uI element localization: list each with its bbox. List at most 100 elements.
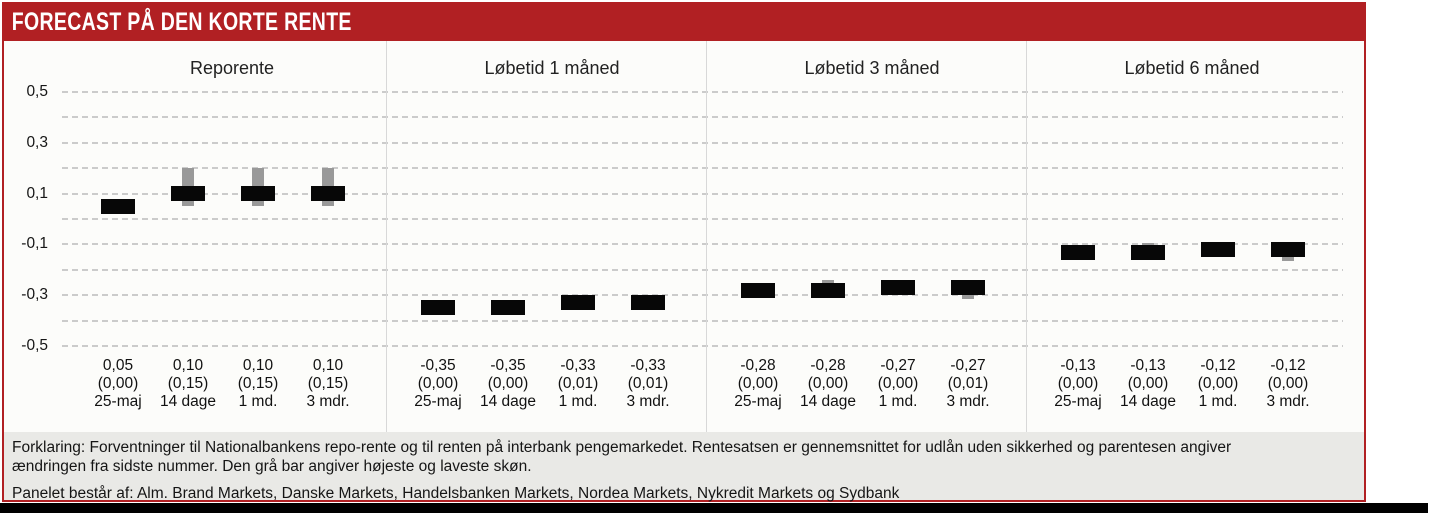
panel-title: Reporente <box>189 58 275 78</box>
bar-label-group: -0,28 (0,00) 25-maj <box>734 357 781 411</box>
bar-change-label: (0,15) <box>237 375 279 392</box>
bar-period-label: 14 dage <box>1119 393 1177 410</box>
gridline <box>62 218 1343 220</box>
gridline <box>62 116 1343 119</box>
forecast-mean-bar <box>421 300 455 316</box>
bar-value-label: 0,10 <box>172 357 204 374</box>
bar-period-label: 14 dage <box>799 393 857 410</box>
bar-period-label: 3 mdr. <box>946 393 990 410</box>
y-axis-tick: 0,3 <box>26 134 48 151</box>
bar-period-label: 1 md. <box>238 393 278 410</box>
forecast-mean-bar <box>171 186 205 202</box>
y-axis-tick: -0,3 <box>21 286 48 303</box>
forecast-mean-bar <box>1201 241 1235 257</box>
bar-change-label: (0,00) <box>1127 375 1169 392</box>
gridline <box>62 294 1343 297</box>
bar-period-label: 25-maj <box>734 393 782 410</box>
forecast-mean-bar <box>101 198 135 214</box>
forecast-mean-bar <box>1061 244 1095 260</box>
forecast-mean-bar <box>1271 241 1305 257</box>
figure-footnote: Forklaring: Forventninger til Nationalba… <box>4 432 1364 502</box>
bottom-black-bar <box>0 503 1428 513</box>
bar-period-label: 1 md. <box>1198 393 1238 410</box>
bar-period-label: 25-maj <box>1054 393 1102 410</box>
footnote-explanation-line-1: Forklaring: Forventninger til Nationalba… <box>12 439 1232 456</box>
bar-value-label: -0,33 <box>560 357 596 374</box>
gridline <box>62 345 1343 347</box>
bar-value-label: -0,33 <box>630 357 666 374</box>
bar-label-group: -0,33 (0,01) 1 md. <box>558 357 599 411</box>
bar-period-label: 14 dage <box>159 393 217 410</box>
bar-change-label: (0,00) <box>1057 375 1099 392</box>
bar-label-group: -0,35 (0,00) 25-maj <box>414 357 461 411</box>
bar-period-label: 3 mdr. <box>306 393 350 410</box>
bar-value-label: -0,28 <box>740 357 776 374</box>
bar-label-group: -0,13 (0,00) 14 dage <box>1120 357 1176 411</box>
bar-value-label: 0,05 <box>102 357 134 374</box>
gridline <box>62 141 1343 144</box>
forecast-mean-bar <box>241 186 275 202</box>
panel-title: Løbetid 6 måned <box>1124 58 1260 78</box>
bar-change-label: (0,00) <box>1197 375 1239 392</box>
bar-period-label: 1 md. <box>558 393 598 410</box>
bar-label-group: -0,13 (0,00) 25-maj <box>1054 357 1101 411</box>
bar-period-label: 1 md. <box>878 393 918 410</box>
bar-label-group: 0,10 (0,15) 14 dage <box>160 357 216 411</box>
bar-label-group: -0,27 (0,01) 3 mdr. <box>946 357 989 411</box>
bar-change-label: (0,00) <box>737 375 779 392</box>
bar-change-label: (0,15) <box>167 375 209 392</box>
y-axis-tick: -0,1 <box>21 235 48 252</box>
panel-title: Løbetid 1 måned <box>484 58 620 78</box>
y-axis-tick: 0,5 <box>26 83 48 100</box>
bar-value-label: 0,10 <box>242 357 274 374</box>
bar-value-label: -0,13 <box>1130 357 1166 374</box>
bar-change-label: (0,00) <box>877 375 919 392</box>
bar-period-label: 3 mdr. <box>1266 393 1310 410</box>
bar-label-group: -0,33 (0,01) 3 mdr. <box>626 357 669 411</box>
forecast-figure: FORECAST PÅ DEN KORTE RENTE 0,5 0,3 0,1 -0,… <box>2 2 1366 502</box>
forecast-mean-bar <box>741 282 775 298</box>
gridline <box>62 268 1343 271</box>
bar-value-label: -0,13 <box>1060 357 1096 374</box>
bar-value-label: -0,28 <box>810 357 846 374</box>
bar-period-label: 25-maj <box>94 393 142 410</box>
bar-change-label: (0,00) <box>807 375 849 392</box>
y-axis-tick: -0,5 <box>21 337 48 354</box>
panel-title: Løbetid 3 måned <box>804 58 940 78</box>
bar-change-label: (0,01) <box>627 375 669 392</box>
bar-value-label: -0,12 <box>1270 357 1306 374</box>
bar-value-label: -0,35 <box>420 357 456 374</box>
panel-separator <box>1026 41 1027 432</box>
bar-value-label: -0,35 <box>490 357 526 374</box>
gridline <box>62 243 1343 246</box>
bar-label-group: -0,12 (0,00) 3 mdr. <box>1266 357 1309 411</box>
footnote-panel-members: Panelet består af: Alm. Brand Markets, D… <box>12 485 900 502</box>
forecast-mean-bar <box>811 282 845 298</box>
footnote-explanation-line-2: ændringen fra sidste nummer. Den grå bar… <box>12 458 532 475</box>
footnote-explanation: Forklaring: Forventninger til Nationalba… <box>12 438 1354 476</box>
chart-area: 0,5 0,3 0,1 -0,1 -0,3 -0,5 Reporente 0,05 (0,00)… <box>4 41 1364 432</box>
bar-period-label: 25-maj <box>414 393 462 410</box>
bar-label-group: -0,35 (0,00) 14 dage <box>480 357 536 411</box>
bar-change-label: (0,00) <box>487 375 529 392</box>
gridline <box>62 167 1343 170</box>
forecast-mean-bar <box>881 280 915 296</box>
bar-change-label: (0,01) <box>557 375 599 392</box>
bar-label-group: 0,05 (0,00) 25-maj <box>94 357 141 411</box>
forecast-mean-bar <box>491 300 525 316</box>
bar-change-label: (0,00) <box>97 375 139 392</box>
bar-value-label: -0,27 <box>950 357 986 374</box>
bar-value-label: 0,10 <box>312 357 344 374</box>
forecast-mean-bar <box>561 295 595 311</box>
gridline <box>62 319 1343 322</box>
forecast-mean-bar <box>311 186 345 202</box>
bar-change-label: (0,01) <box>947 375 989 392</box>
bar-change-label: (0,00) <box>417 375 459 392</box>
bar-value-label: -0,12 <box>1200 357 1236 374</box>
bar-change-label: (0,00) <box>1267 375 1309 392</box>
forecast-mean-bar <box>951 280 985 296</box>
bar-label-group: -0,28 (0,00) 14 dage <box>800 357 856 411</box>
figure-header-bar: FORECAST PÅ DEN KORTE RENTE <box>4 4 1364 41</box>
bar-label-group: -0,12 (0,00) 1 md. <box>1198 357 1239 411</box>
